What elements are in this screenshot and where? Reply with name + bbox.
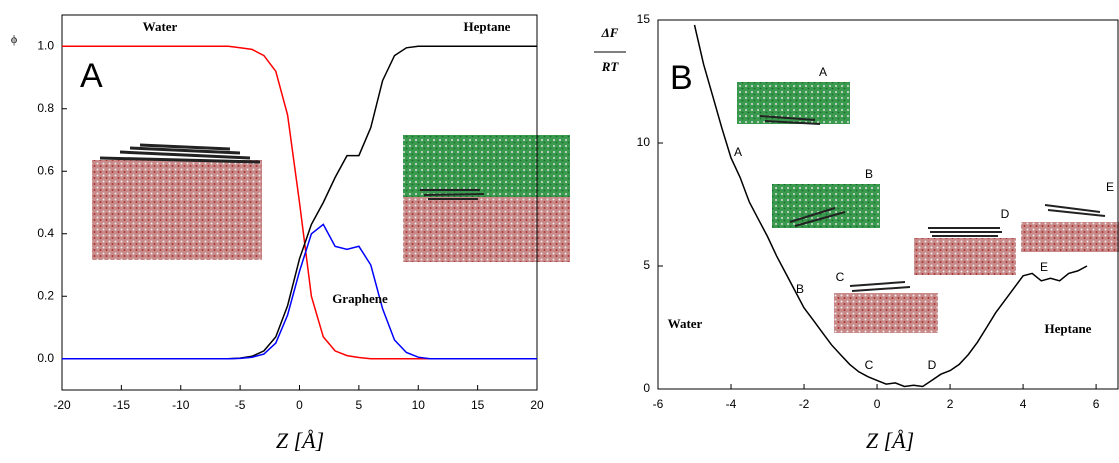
x-tick-label: -6 bbox=[653, 397, 664, 411]
y-tick-label: 0 bbox=[643, 381, 650, 395]
x-tick-label: 0 bbox=[296, 398, 303, 412]
y-tick-label: 0.8 bbox=[37, 101, 54, 115]
y-axis-title: RT bbox=[601, 59, 620, 74]
annotation: D bbox=[928, 358, 937, 372]
annotation: B bbox=[865, 167, 873, 181]
annotation: A bbox=[734, 145, 742, 159]
annotation: C bbox=[865, 358, 874, 372]
x-tick-label: -20 bbox=[53, 398, 71, 412]
y-tick-label: 15 bbox=[637, 12, 651, 26]
x-tick-label: 6 bbox=[1093, 397, 1100, 411]
x-tick-label: 2 bbox=[947, 397, 954, 411]
annotation: B bbox=[796, 282, 804, 296]
y-axis-title: ϕ bbox=[11, 32, 17, 46]
y-tick-label: 1.0 bbox=[37, 38, 54, 52]
x-tick-label: -10 bbox=[172, 398, 190, 412]
inset-water bbox=[403, 197, 570, 262]
inset bbox=[1021, 222, 1119, 252]
x-tick-label: 15 bbox=[471, 398, 485, 412]
y-tick-label: 0.2 bbox=[37, 288, 54, 302]
inset-graphene bbox=[849, 281, 911, 292]
series-label: Water bbox=[143, 19, 178, 34]
inset-graphene bbox=[789, 207, 846, 227]
inset-graphene bbox=[759, 115, 821, 125]
y-tick-label: 0.4 bbox=[37, 226, 54, 240]
annotation: E bbox=[1106, 180, 1114, 194]
x-tick-label: -4 bbox=[726, 397, 737, 411]
inset-heptane bbox=[403, 135, 570, 197]
inset-graphene bbox=[1044, 204, 1106, 217]
y-tick-label: 0.0 bbox=[37, 351, 54, 365]
x-axis-title: Z [Å] bbox=[276, 428, 324, 453]
inset bbox=[914, 238, 1016, 275]
annotation: Heptane bbox=[1045, 321, 1092, 336]
panel-label: B bbox=[670, 59, 693, 97]
x-tick-label: 5 bbox=[356, 398, 363, 412]
x-tick-label: -15 bbox=[113, 398, 131, 412]
annotation: E bbox=[1040, 260, 1048, 274]
y-tick-label: 10 bbox=[637, 135, 651, 149]
y-tick-label: 0.6 bbox=[37, 163, 54, 177]
insets bbox=[92, 82, 1119, 333]
inset-graphene bbox=[420, 189, 485, 200]
inset bbox=[737, 82, 850, 124]
annotation: D bbox=[1001, 207, 1010, 221]
x-tick-label: 4 bbox=[1020, 397, 1027, 411]
x-tick-label: 0 bbox=[874, 397, 881, 411]
annotation: Water bbox=[668, 316, 703, 331]
x-tick-label: -5 bbox=[235, 398, 246, 412]
panel-label: A bbox=[80, 57, 103, 95]
y-axis-title: ΔF bbox=[601, 25, 619, 40]
inset-graphene bbox=[99, 143, 261, 164]
series-label: Graphene bbox=[332, 291, 388, 306]
plot-frame bbox=[657, 19, 1119, 390]
inset bbox=[772, 184, 880, 228]
annotation: C bbox=[836, 270, 845, 284]
data-line bbox=[693, 24, 1088, 388]
annotation: A bbox=[819, 65, 827, 79]
x-axis-title: Z [Å] bbox=[866, 428, 914, 453]
series-label: Heptane bbox=[464, 19, 511, 34]
x-tick-label: 10 bbox=[412, 398, 426, 412]
x-tick-label: 20 bbox=[530, 398, 544, 412]
inset-graphene bbox=[928, 227, 1002, 237]
inset-water bbox=[92, 160, 262, 260]
inset bbox=[834, 293, 938, 333]
y-tick-label: 5 bbox=[643, 258, 650, 272]
data-line bbox=[62, 223, 537, 360]
x-tick-label: -2 bbox=[799, 397, 810, 411]
